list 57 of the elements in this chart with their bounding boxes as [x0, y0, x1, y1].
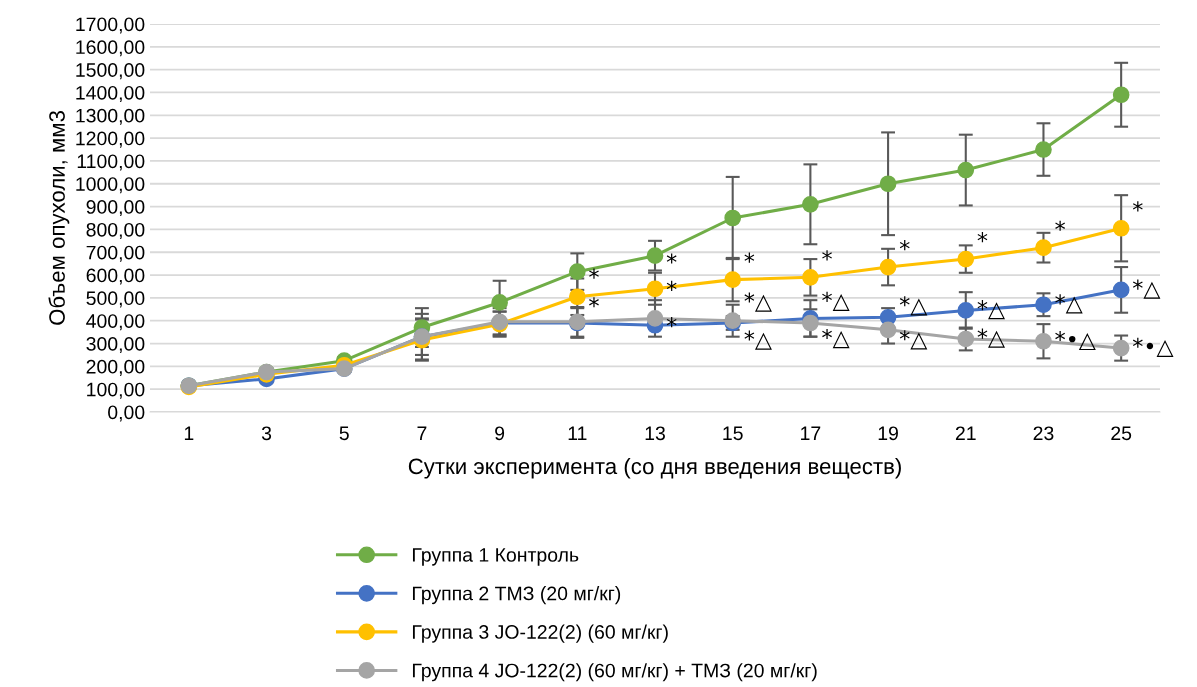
x-tick-label: 19	[878, 426, 898, 441]
y-tick-label: 100,00	[87, 382, 145, 399]
annotation: *△	[899, 296, 928, 316]
annotation: *	[589, 268, 599, 279]
x-axis-title: Сутки эксперимента (со дня введения веществ)	[408, 457, 901, 479]
annotation: *	[589, 297, 599, 308]
y-tick-label: 1000,00	[76, 177, 145, 194]
annotation: *△	[744, 292, 772, 312]
annotation: *△	[977, 328, 1006, 348]
y-tick-label: 1400,00	[76, 85, 145, 102]
annotation: *•△	[1055, 330, 1096, 351]
y-tick-label: 200,00	[86, 359, 145, 376]
y-tick-label: 300,00	[86, 337, 145, 354]
annotation: *△	[822, 291, 850, 312]
x-tick-label: 9	[495, 426, 505, 441]
annotation: *△	[822, 328, 850, 349]
y-tick-label: 600,00	[86, 268, 145, 285]
y-tick-label: 1500,00	[76, 63, 145, 80]
x-tick-label: 7	[417, 426, 427, 440]
y-tick-label: 1100,00	[77, 154, 145, 171]
annotation: *	[666, 253, 677, 264]
x-tick-label: 15	[723, 426, 743, 441]
y-tick-label: 0,00	[108, 405, 145, 422]
annotation: *•△	[1132, 337, 1174, 357]
y-tick-label: 1300,00	[76, 108, 145, 125]
annotation: *	[1132, 201, 1143, 212]
legend-label: Группа 3 JO-122(2) (60 мг/кг)	[412, 624, 668, 643]
y-tick-label: 1200,00	[76, 131, 145, 148]
annotation: *	[977, 232, 988, 243]
y-tick-label: 1600,00	[76, 40, 145, 57]
y-tick-label: 500,00	[86, 291, 145, 308]
annotation: *	[666, 280, 677, 291]
annotation: *	[899, 240, 910, 251]
annotation: *	[822, 250, 832, 261]
legend-label: Группа 4 JO-122(2) (60 мг/кг) + ТМЗ (20 мг/кг)	[412, 663, 817, 682]
y-axis-title: Объем опухоли, мм3	[48, 111, 70, 325]
legend-label: Группа 1 Контроль	[412, 548, 579, 566]
annotation: *	[744, 252, 755, 263]
x-tick-label: 25	[1111, 426, 1132, 441]
x-tick-label: 5	[339, 426, 349, 441]
x-tick-label: 1	[184, 426, 194, 440]
y-tick-label: 700,00	[86, 245, 145, 262]
annotation: *△	[899, 330, 928, 350]
y-tick-label: 400,00	[86, 314, 145, 331]
annotation: *	[1055, 220, 1066, 231]
legend-label: Группа 2 ТМЗ (20 мг/кг)	[412, 586, 621, 605]
y-tick-label: 800,00	[86, 222, 145, 239]
x-tick-label: 23	[1033, 426, 1054, 441]
y-tick-label: 1700,00	[76, 17, 145, 34]
annotation: *△	[744, 330, 772, 350]
x-tick-label: 21	[955, 426, 976, 440]
x-tick-label: 13	[645, 426, 665, 441]
x-tick-label: 17	[801, 426, 821, 440]
annotation: *△	[1132, 279, 1161, 299]
x-tick-label: 3	[261, 426, 272, 441]
x-tick-label: 11	[568, 426, 587, 440]
y-tick-label: 900,00	[86, 200, 145, 217]
